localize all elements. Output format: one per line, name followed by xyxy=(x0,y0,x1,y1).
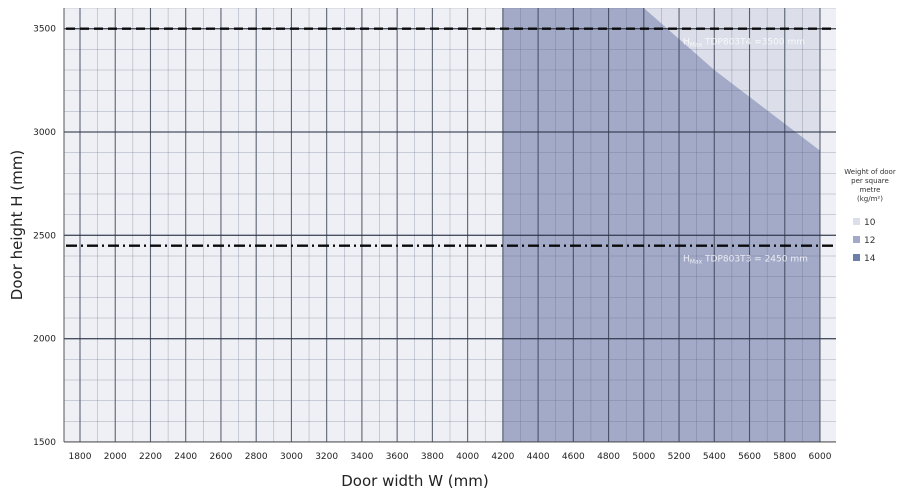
x-tick-label: 5200 xyxy=(668,452,691,462)
x-tick-label: 4200 xyxy=(491,452,514,462)
x-tick-label: 2600 xyxy=(209,452,232,462)
x-tick-label: 1800 xyxy=(69,452,92,462)
legend-swatch-10 xyxy=(853,218,860,225)
x-tick-label: 3600 xyxy=(386,452,409,462)
x-axis-label: Door width W (mm) xyxy=(341,472,488,490)
y-tick-label: 2000 xyxy=(33,335,56,345)
x-tick-label: 3000 xyxy=(280,452,303,462)
legend-title-line: Weight of door xyxy=(844,168,896,176)
reference-line-labels: HMax TDP803T4 =3500 mm HMax TDP803T3 = 24… xyxy=(683,38,808,266)
legend-title-line: (kg/m²) xyxy=(857,195,883,203)
x-tick-label: 4600 xyxy=(562,452,585,462)
reference-label-tdp803t3: HMax TDP803T3 = 2450 mm xyxy=(683,255,808,266)
legend-label-12: 12 xyxy=(864,236,875,246)
x-tick-label: 4800 xyxy=(597,452,620,462)
x-tick-labels: 1800 2000 2200 2400 2600 2800 3000 3200 3400 3600… xyxy=(69,452,832,462)
x-tick-label: 3800 xyxy=(421,452,444,462)
grid xyxy=(64,8,836,442)
reference-label-tdp803t4: HMax TDP803T4 =3500 mm xyxy=(683,38,805,49)
x-tick-label: 3400 xyxy=(350,452,373,462)
x-tick-label: 2000 xyxy=(104,452,127,462)
x-tick-label: 6000 xyxy=(809,452,832,462)
y-tick-labels: 1500 2000 2500 3000 3500 xyxy=(33,25,56,448)
x-tick-label: 5000 xyxy=(632,452,655,462)
legend-label-14: 14 xyxy=(864,254,876,264)
legend-swatch-12 xyxy=(853,236,860,243)
x-tick-label: 5800 xyxy=(773,452,796,462)
y-tick-label: 3500 xyxy=(33,25,56,35)
x-tick-label: 5400 xyxy=(703,452,726,462)
x-tick-label: 4000 xyxy=(456,452,479,462)
axes xyxy=(63,8,836,443)
x-tick-label: 4400 xyxy=(527,452,550,462)
x-tick-label: 3200 xyxy=(315,452,338,462)
legend-swatch-14 xyxy=(853,254,860,261)
reference-lines xyxy=(66,27,834,247)
x-tick-label: 2800 xyxy=(245,452,268,462)
legend-label-10: 10 xyxy=(864,218,876,228)
y-axis-label: Door height H (mm) xyxy=(8,150,26,300)
x-tick-label: 2400 xyxy=(174,452,197,462)
y-tick-label: 3000 xyxy=(33,128,56,138)
legend-title-line: per square xyxy=(851,177,889,185)
x-tick-label: 5600 xyxy=(738,452,761,462)
legend-title-line: metre xyxy=(860,186,881,194)
y-tick-label: 1500 xyxy=(33,438,56,448)
y-tick-label: 2500 xyxy=(33,231,56,241)
x-tick-label: 2200 xyxy=(139,452,162,462)
